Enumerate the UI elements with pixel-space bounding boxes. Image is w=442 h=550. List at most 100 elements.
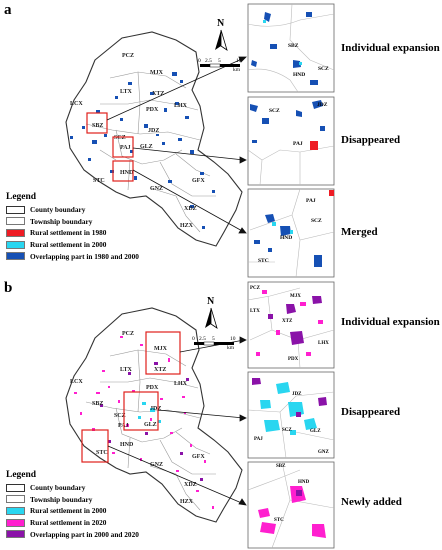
inset-b2: JDZ SCZ PAJ GLZ GNZ [247, 371, 335, 459]
township-label: JDZ [148, 128, 159, 134]
legend-label: Rural settlement in 2000 [30, 240, 107, 250]
inset-label: LHX [318, 341, 329, 346]
panel-b-label: b [4, 280, 13, 296]
township-label: HZX [180, 499, 194, 505]
scale-unit: km [227, 345, 235, 351]
inset-label: STC [258, 258, 269, 264]
township-label: JDZ [150, 406, 161, 412]
county-boundary-a [65, 31, 243, 247]
township-boundaries-b [85, 349, 216, 511]
inset-label: JDZ [317, 102, 328, 108]
township-label: PCZ [122, 331, 134, 337]
scale-label: 10 [236, 58, 242, 64]
inset-label: PAJ [293, 141, 303, 147]
township-label: SCZ [114, 135, 126, 141]
legend-item: Overlapping part in 1980 and 2000 [6, 250, 139, 262]
inset-label: SBZ [288, 43, 299, 49]
inset-label: PCZ [250, 286, 261, 291]
scale-label: 5 [212, 336, 215, 342]
township-label: SBZ [92, 123, 103, 129]
legend-item: Township boundary [6, 494, 139, 506]
legend-label: Township boundary [30, 494, 93, 504]
township-label: SCZ [114, 413, 126, 419]
inset-label: GLZ [310, 429, 321, 434]
inset-label: SCZ [311, 218, 322, 224]
legend-a: Legend County boundary Township boundary… [6, 192, 139, 262]
highlight-box [86, 112, 108, 134]
scale-label: 2.5 [199, 336, 206, 342]
inset-label: SBZ [276, 464, 286, 469]
legend-item: Overlapping part in 2000 and 2020 [6, 528, 139, 540]
inset-caption: Disappeared [341, 406, 401, 418]
swatch-county [6, 205, 25, 214]
township-label: PAJ [118, 423, 129, 429]
settlements-b-2020 [74, 336, 214, 509]
inset-label: PAJ [306, 198, 316, 204]
inset-caption: Newly added [341, 496, 402, 508]
scale-label: 5 [218, 58, 221, 64]
inset-label: HND [293, 72, 305, 78]
scale-label: 0 [198, 58, 201, 64]
township-label: STC [96, 450, 108, 456]
township-label: XDZ [184, 206, 197, 212]
township-label: GFX [192, 454, 205, 460]
legend-item: County boundary [6, 204, 139, 216]
swatch-township [6, 495, 25, 504]
highlight-box [123, 391, 159, 431]
north-arrow-a [215, 29, 228, 51]
inset-label: SCZ [318, 66, 329, 72]
township-label: LHX [174, 381, 188, 387]
township-label: GFX [192, 178, 205, 184]
swatch-cyan [6, 240, 25, 249]
legend-label: Township boundary [30, 216, 93, 226]
inset-label: STC [274, 518, 284, 523]
township-label: MJX [154, 346, 168, 352]
township-label: GLZ [144, 422, 157, 428]
inset-label: XTZ [282, 319, 293, 324]
inset-caption: Disappeared [341, 134, 401, 146]
township-label: SBZ [92, 401, 103, 407]
inset-b1: PCZ MJX LTX XTZ LHX PDX [247, 281, 335, 369]
township-label: PAJ [120, 145, 131, 151]
swatch-magenta [6, 518, 25, 527]
inset-label: MJX [290, 294, 301, 299]
inset-label: HND [298, 480, 310, 485]
inset-label: HND [280, 235, 292, 241]
township-label: GLZ [140, 144, 153, 150]
inset-caption: Merged [341, 226, 378, 238]
scale-label: 0 [192, 336, 195, 342]
scale-unit: km [233, 67, 241, 73]
township-label: LCX [70, 379, 83, 385]
township-label: LTX [120, 367, 132, 373]
settlements-a [70, 72, 215, 229]
inset-a1: SBZ HND SCZ [247, 3, 335, 93]
inset-label: SCZ [269, 108, 280, 114]
inset-caption: Individual expansion [341, 42, 440, 54]
inset-label: JDZ [292, 392, 302, 397]
township-label: GNZ [150, 186, 163, 192]
inset-label: SCZ [282, 428, 292, 433]
inset-caption: Individual expansion [341, 316, 440, 328]
township-label: HND [120, 170, 134, 176]
settlements-b-overlap [100, 362, 203, 481]
highlight-box [145, 331, 181, 375]
legend-label: Overlapping part in 1980 and 2000 [30, 251, 139, 261]
township-boundaries-a [85, 71, 216, 233]
township-label: GNZ [150, 462, 163, 468]
legend-item: Rural settlement in 1980 [6, 227, 139, 239]
legend-item: Township boundary [6, 216, 139, 228]
township-label: HND [120, 442, 134, 448]
inset-label: PDX [288, 357, 299, 362]
highlight-box [112, 136, 134, 158]
township-label: HZX [180, 223, 194, 229]
township-label: XDZ [184, 482, 197, 488]
legend-label: Overlapping part in 2000 and 2020 [30, 529, 139, 539]
legend-label: County boundary [30, 483, 86, 493]
swatch-county [6, 483, 25, 492]
legend-item: Rural settlement in 2020 [6, 517, 139, 529]
township-label: PDX [146, 107, 159, 113]
legend-label: Rural settlement in 2020 [30, 518, 107, 528]
legend-title: Legend [6, 470, 37, 480]
highlight-box [112, 160, 134, 182]
